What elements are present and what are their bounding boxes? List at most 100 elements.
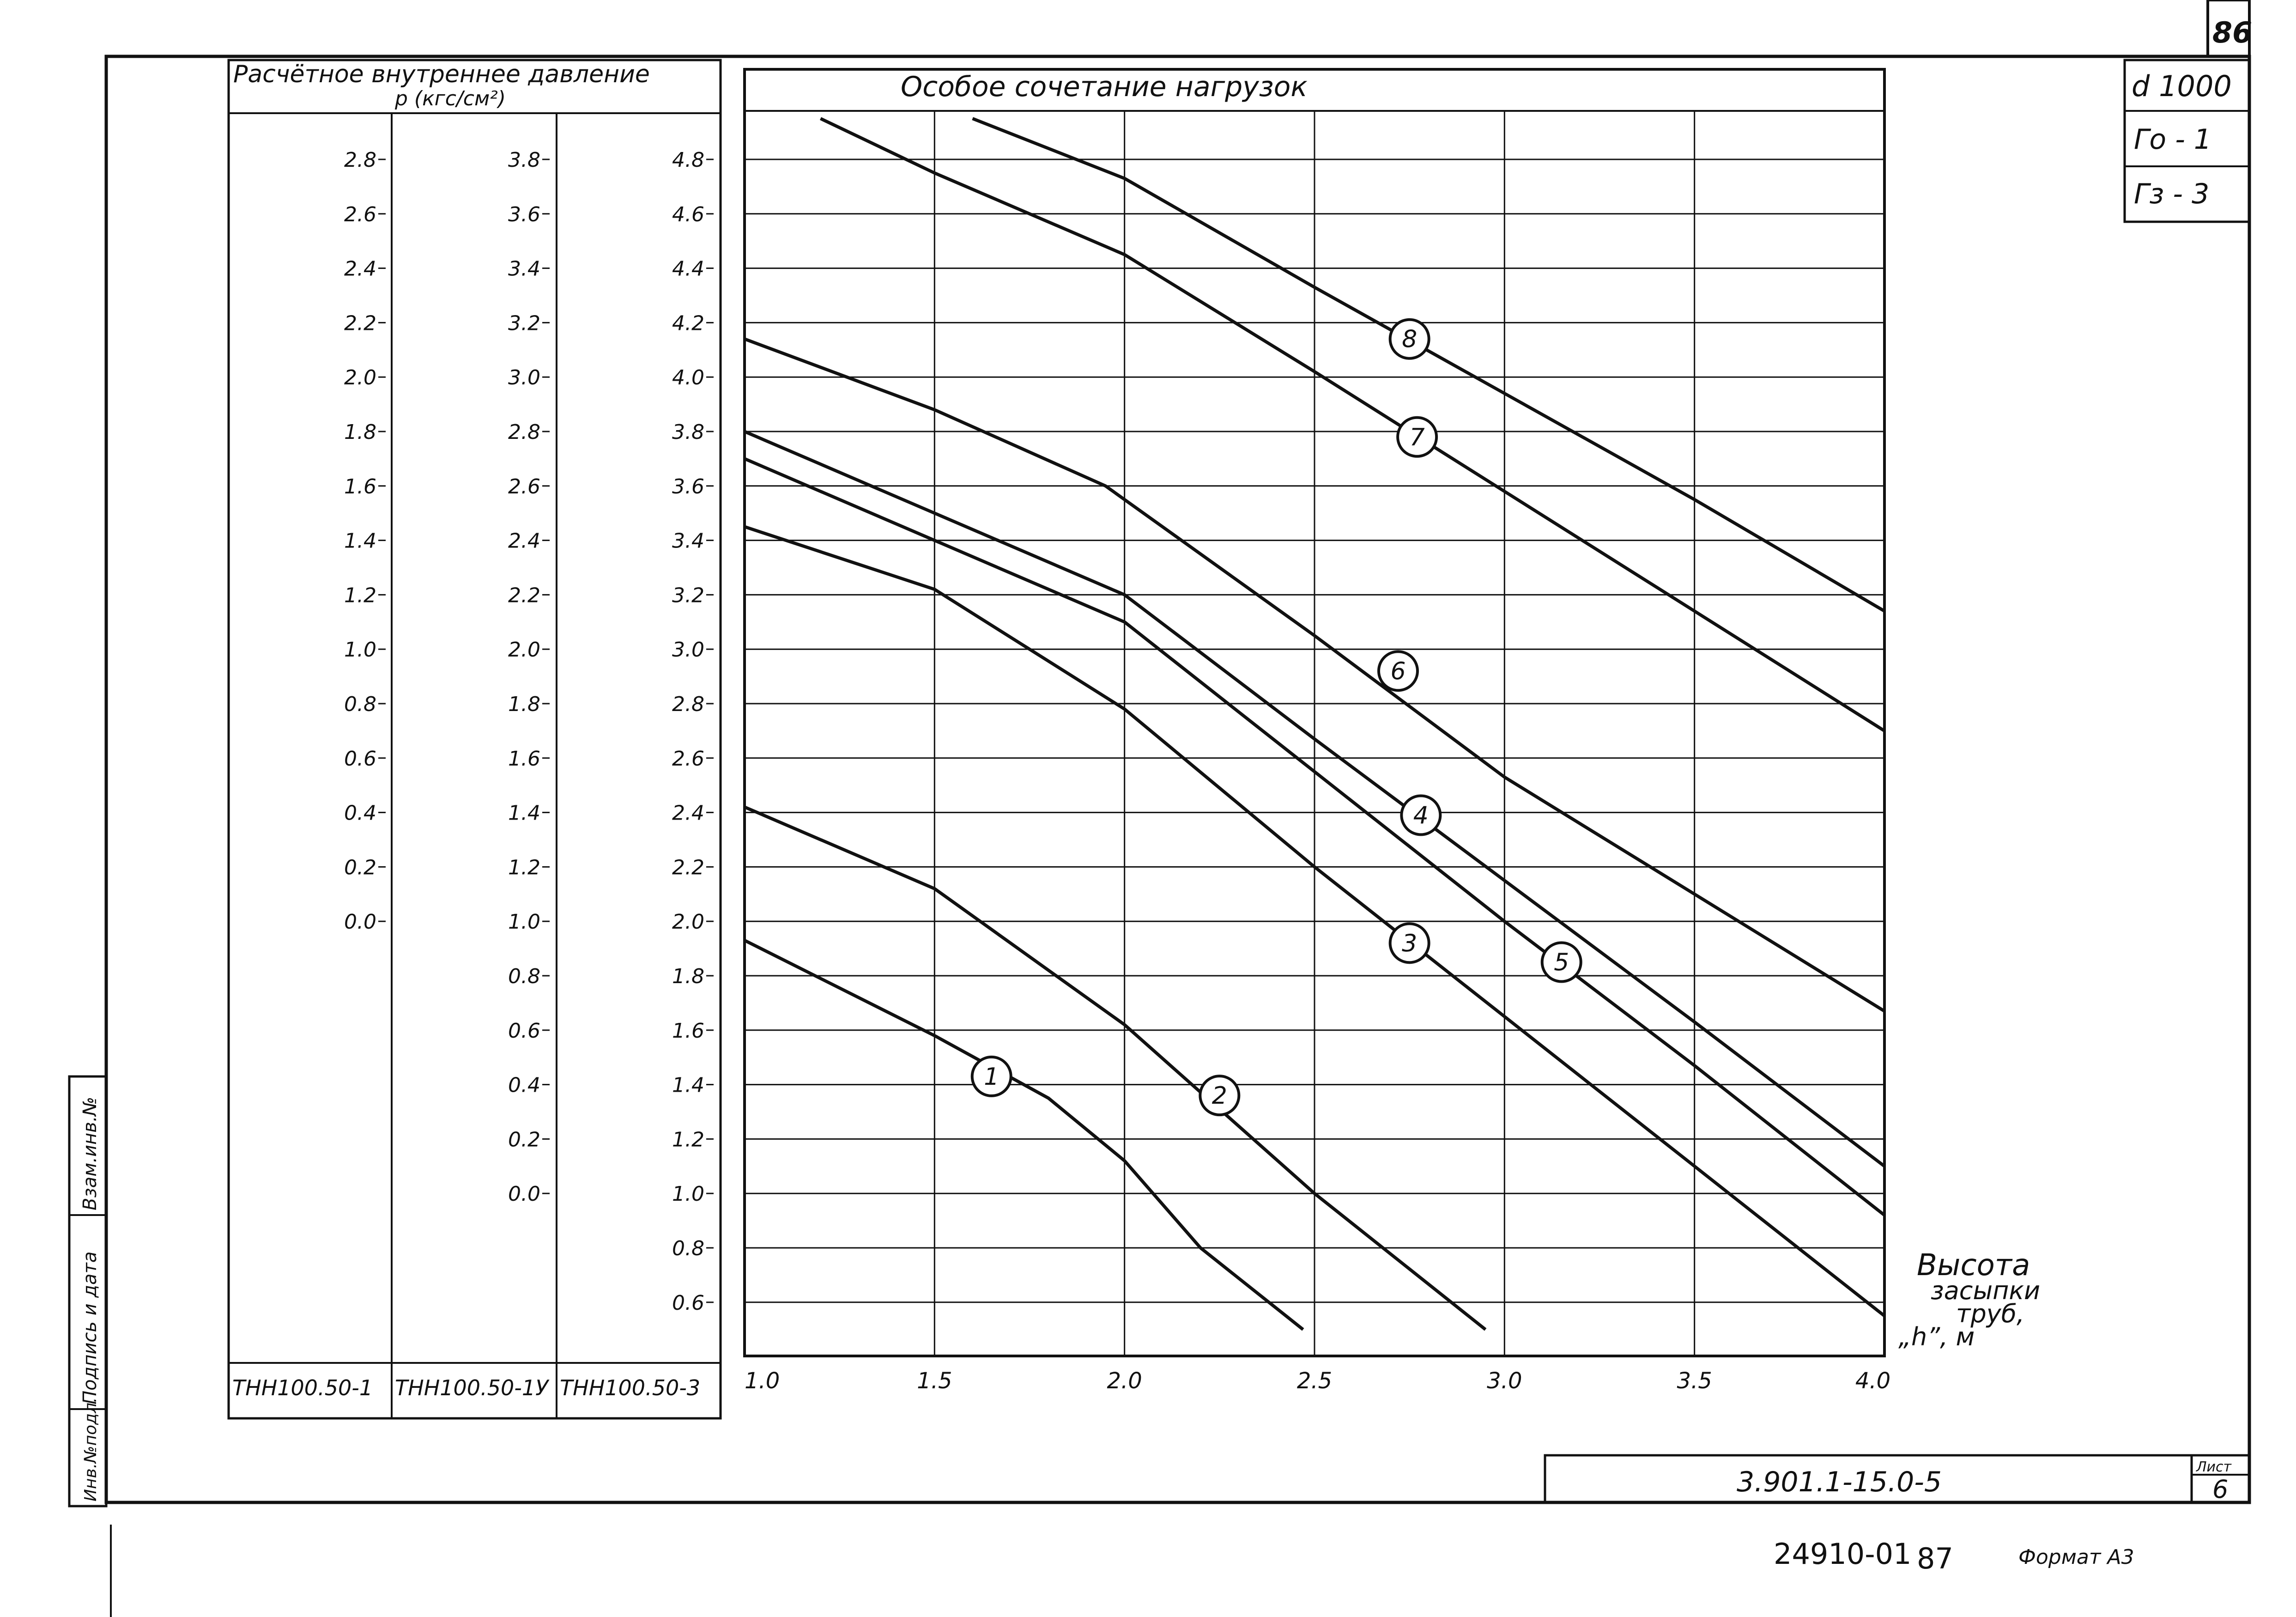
sheet-number: 6 — [2212, 1475, 2228, 1504]
pressure-tick-label: 1.2 — [344, 584, 376, 607]
curve-6 — [744, 337, 1885, 1013]
pressure-tick-label: 3.6 — [508, 203, 540, 226]
footer: 24910-01 87 Формат А3 — [1774, 1537, 2134, 1575]
pressure-tick-label: 3.4 — [508, 257, 540, 281]
pressure-tick-label: 3.8 — [508, 148, 540, 172]
title-block: 3.901.1-15.0-5 Лист 6 — [1544, 1454, 2251, 1504]
ga-tag: Го - 1 — [2134, 123, 2211, 156]
pressure-tick-label: 0.2 — [508, 1128, 540, 1151]
stamp-vzam: Взам.инв.№ — [79, 1097, 101, 1210]
sheet-label: Лист — [2196, 1459, 2232, 1475]
pressure-tick-label: 3.2 — [508, 311, 540, 335]
curve-label: 8 — [1402, 326, 1417, 353]
stamp-inv-podl: Инв.№подл. — [81, 1398, 100, 1502]
pressure-tick-label: 0.0 — [508, 1182, 540, 1206]
pressure-tick-label: 1.0 — [672, 1182, 704, 1206]
pressure-tick-label: 3.0 — [672, 638, 704, 662]
pressure-tick-label: 2.0 — [508, 638, 540, 662]
page-number: 86 — [2212, 16, 2252, 49]
pressure-tick-label: 1.6 — [508, 747, 540, 771]
curve-label: 6 — [1390, 657, 1405, 685]
pressure-tick-label: 4.0 — [672, 366, 704, 389]
pressure-tick-label: 4.6 — [672, 203, 704, 226]
pressure-tick-label: 2.2 — [344, 311, 376, 335]
pressure-header: Расчётное внутреннее давление — [233, 61, 650, 88]
curve-2 — [744, 805, 1487, 1331]
pressure-tick-label: 1.2 — [508, 856, 540, 879]
pressure-tick-label: 0.8 — [672, 1237, 704, 1260]
pressure-unit: р (кгс/см²) — [394, 87, 506, 110]
curve-8 — [972, 117, 1885, 613]
pressure-tick-label: 0.6 — [508, 1019, 540, 1043]
curve-marker — [1377, 650, 1419, 692]
pressure-tick-label: 0.4 — [508, 1074, 540, 1097]
pressure-tick-label: 2.8 — [672, 693, 704, 716]
x-tick-label: 2.5 — [1297, 1368, 1332, 1394]
svg-text:„h”, м: „h”, м — [1898, 1322, 1975, 1351]
svg-text:Высота: Высота — [1917, 1248, 2030, 1283]
pressure-tick-label: 2.4 — [508, 529, 540, 553]
pressure-tick-label: 1.4 — [344, 529, 376, 553]
x-tick-label: 3.0 — [1487, 1368, 1522, 1394]
pressure-tick-label: 2.8 — [508, 420, 540, 444]
pressure-tick-label: 2.4 — [344, 257, 376, 281]
side-stamp: Взам.инв.№ Подпись и дата Инв.№подл. — [68, 1075, 112, 1617]
curve-4 — [744, 430, 1886, 1168]
curve-marker — [970, 1055, 1012, 1097]
curve-1 — [744, 939, 1304, 1331]
pressure-tick-label: 3.0 — [508, 366, 540, 389]
curve-label: 7 — [1410, 424, 1425, 451]
pressure-tick-label: 2.4 — [672, 802, 704, 825]
chart-grid — [743, 68, 1886, 1357]
pressure-tick-label: 2.0 — [672, 910, 704, 934]
pressure-tick-label: 3.2 — [672, 584, 704, 607]
pressure-tick-label: 1.6 — [672, 1019, 704, 1043]
curve-marker — [1388, 922, 1430, 964]
pressure-tick-label: 3.4 — [672, 529, 704, 553]
diameter-tag: d 1000 — [2132, 69, 2232, 103]
pressure-tick-label: 0.2 — [344, 856, 376, 879]
pressure-tick-label: 3.6 — [672, 475, 704, 498]
pipe-class-label: ТНН100.50-1 — [232, 1375, 373, 1400]
pressure-tick-label: 2.0 — [344, 366, 376, 389]
pressure-tick-label: 1.0 — [508, 910, 540, 934]
pressure-tick-label: 2.6 — [508, 475, 540, 498]
x-tick-label: 2.0 — [1107, 1368, 1142, 1394]
curve-label: 1 — [984, 1063, 999, 1091]
pressure-tick-label: 1.2 — [672, 1128, 704, 1151]
curve-label: 4 — [1413, 802, 1429, 829]
curve-set: 1 2 3 4 5 6 7 8 — [744, 117, 1886, 1331]
stamp-podpis: Подпись и дата — [79, 1252, 101, 1404]
curve-marker — [1400, 794, 1442, 836]
curve-5 — [744, 457, 1886, 1217]
curve-marker — [1396, 416, 1438, 458]
footer-page: 87 — [1917, 1542, 1953, 1575]
pressure-tick-label: 1.8 — [508, 693, 540, 716]
pressure-tick-label: 0.8 — [508, 965, 540, 988]
chart-title: Особое сочетание нагрузок — [901, 71, 1308, 103]
svg-text:труб,: труб, — [1956, 1299, 2024, 1328]
x-tick-label: 4.0 — [1855, 1368, 1890, 1394]
pressure-tick-label: 1.0 — [344, 638, 376, 662]
pressure-tick-label: 1.4 — [672, 1074, 704, 1097]
curve-3 — [744, 525, 1886, 1318]
pressure-tick-label: 0.4 — [344, 802, 376, 825]
pipe-class-label: ТНН100.50-3 — [560, 1375, 700, 1400]
pressure-tick-label: 0.0 — [344, 910, 376, 934]
pressure-scale-table: Расчётное внутреннее давление р (кгс/см²… — [227, 59, 722, 1420]
pressure-tick-label: 4.8 — [672, 148, 704, 172]
pressure-tick-label: 0.6 — [344, 747, 376, 771]
curve-marker — [1388, 318, 1430, 360]
pressure-tick-label: 2.6 — [672, 747, 704, 771]
pressure-tick-label: 1.4 — [508, 802, 540, 825]
pressure-tick-label: 3.8 — [672, 420, 704, 444]
sheet-frame: 86 — [104, 0, 2252, 1504]
pressure-tick-label: 2.2 — [672, 856, 704, 879]
pressure-tick-label: 4.2 — [672, 311, 704, 335]
x-tick-label: 1.0 — [745, 1368, 780, 1394]
pipe-class-label: ТНН100.50-1У — [395, 1375, 550, 1400]
pressure-tick-label: 4.4 — [672, 257, 704, 281]
pressure-tick-label: 2.8 — [344, 148, 376, 172]
pressure-tick-label: 0.6 — [672, 1291, 704, 1315]
